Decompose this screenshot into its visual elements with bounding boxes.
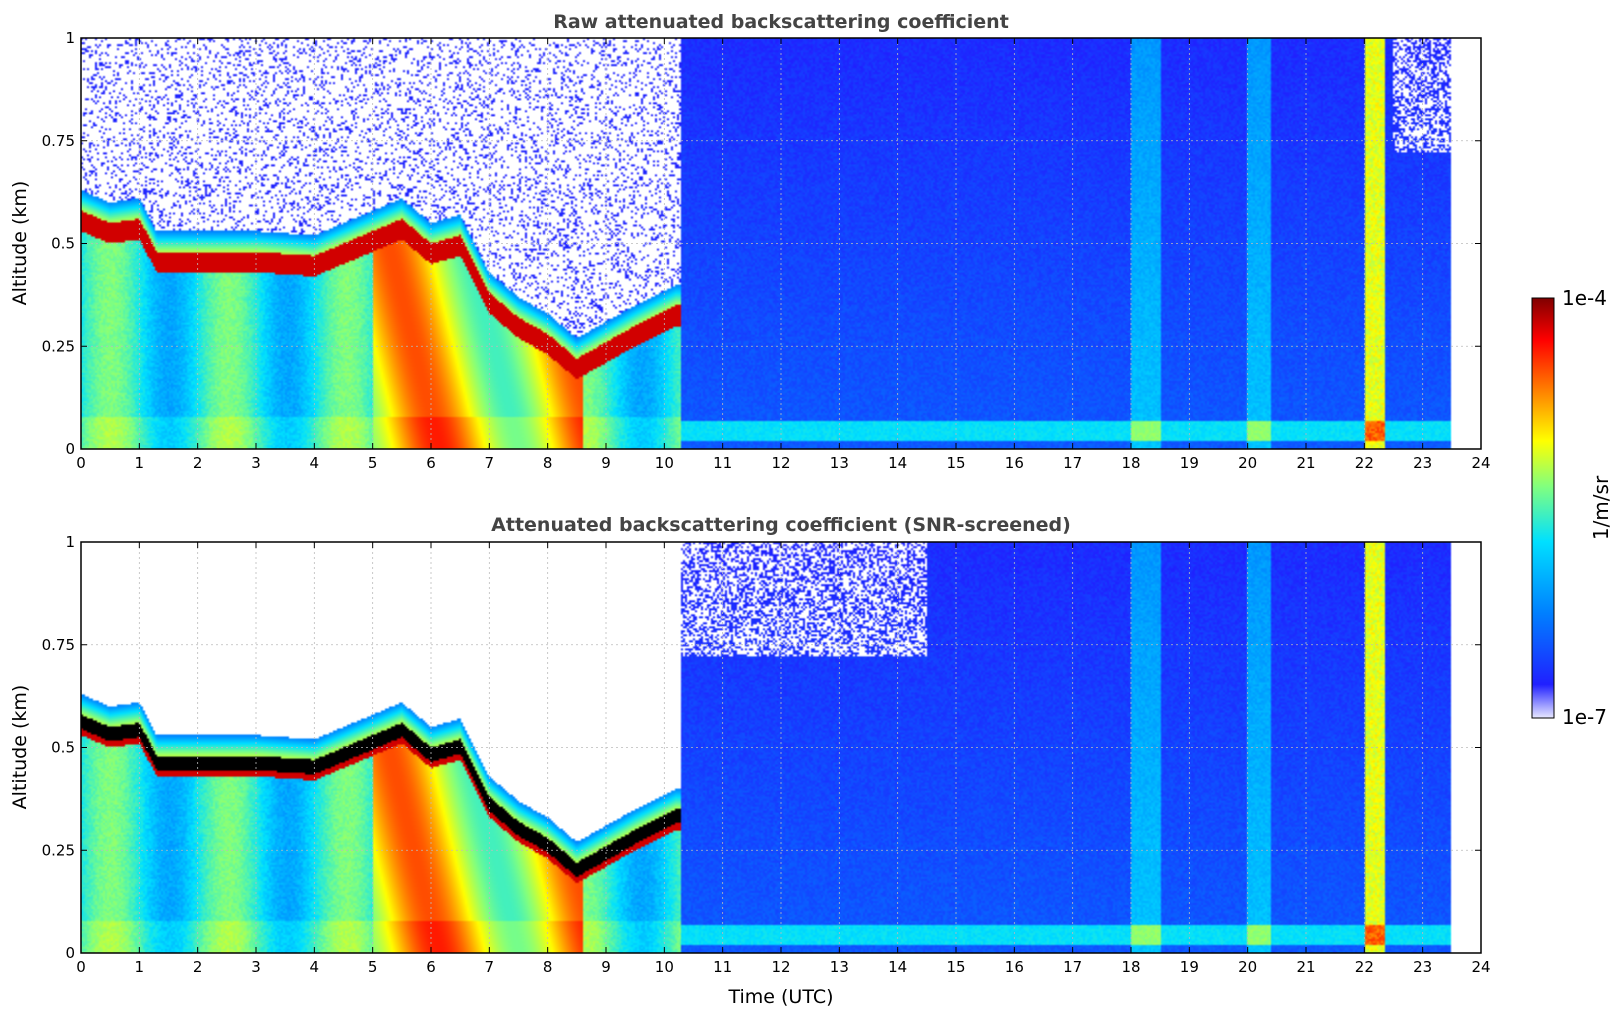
x-tick-label: 23: [1413, 454, 1432, 472]
x-tick-label: 1: [135, 454, 145, 472]
x-tick-label: 10: [655, 454, 674, 472]
x-tick-label: 4: [310, 958, 320, 976]
x-tick-label: 21: [1296, 958, 1315, 976]
x-tick-label: 24: [1471, 958, 1490, 976]
x-tick-label: 0: [76, 958, 86, 976]
x-tick-label: 11: [713, 454, 732, 472]
y-axis-label: Altitude (km): [9, 181, 31, 306]
y-tick-label: 0.5: [51, 739, 75, 757]
x-tick-label: 6: [426, 454, 436, 472]
colorbar-gradient: [1531, 297, 1555, 719]
x-tick-label: 9: [601, 454, 611, 472]
y-tick-label: 0.25: [42, 337, 75, 355]
x-tick-label: 18: [1121, 958, 1140, 976]
x-axis-label: Time (UTC): [727, 986, 833, 1008]
x-tick-label: 8: [543, 958, 553, 976]
raw-backscatter-panel: Raw attenuated backscattering coefficien…: [9, 11, 1491, 472]
x-tick-label: 16: [1005, 958, 1024, 976]
x-tick-label: 17: [1063, 454, 1082, 472]
x-tick-label: 5: [368, 958, 378, 976]
x-tick-label: 7: [485, 958, 495, 976]
x-tick-label: 20: [1238, 958, 1257, 976]
x-tick-label: 0: [76, 454, 86, 472]
grid-lines: [81, 38, 1481, 449]
y-ticks: 0 0.25 0.5 0.75 1: [42, 533, 1481, 962]
colorbar-min-label: 1e-7: [1562, 705, 1607, 729]
x-tick-label: 22: [1355, 454, 1374, 472]
x-tick-label: 13: [830, 958, 849, 976]
x-tick-label: 22: [1355, 958, 1374, 976]
x-tick-label: 5: [368, 454, 378, 472]
x-tick-label: 21: [1296, 454, 1315, 472]
y-tick-label: 1: [65, 29, 75, 47]
y-tick-label: 0.75: [42, 132, 75, 150]
x-tick-label: 15: [946, 454, 965, 472]
x-tick-label: 10: [655, 958, 674, 976]
x-tick-label: 8: [543, 454, 553, 472]
chart-title: Attenuated backscattering coefficient (S…: [491, 514, 1071, 536]
x-tick-label: 19: [1180, 958, 1199, 976]
screened-backscatter-panel: Attenuated backscattering coefficient (S…: [9, 514, 1491, 1008]
x-tick-label: 20: [1238, 454, 1257, 472]
x-tick-label: 4: [310, 454, 320, 472]
x-tick-label: 18: [1121, 454, 1140, 472]
x-ticks: 0 1 2 3 4 5 6 7 8 9 10 11 12 13 14 15 16 17 18 19 20 21 22 23 24: [76, 542, 1491, 976]
x-tick-label: 24: [1471, 454, 1490, 472]
x-tick-label: 14: [888, 454, 907, 472]
y-tick-label: 0.5: [51, 235, 75, 253]
y-tick-label: 0: [65, 944, 75, 962]
x-ticks: 0 1 2 3 4 5 6 7 8 9 10 11 12 13 14 15 16 17 18 19 20 21 22 23 24: [76, 38, 1491, 472]
x-tick-label: 12: [771, 958, 790, 976]
colorbar: 1e-4 1e-7 1/m/sr: [1531, 286, 1613, 729]
y-tick-label: 0: [65, 440, 75, 458]
x-tick-label: 17: [1063, 958, 1082, 976]
x-tick-label: 2: [193, 958, 203, 976]
x-tick-label: 7: [485, 454, 495, 472]
x-tick-label: 13: [830, 454, 849, 472]
y-tick-label: 0.25: [42, 841, 75, 859]
chart-title: Raw attenuated backscattering coefficien…: [553, 11, 1009, 33]
y-tick-label: 0.75: [42, 636, 75, 654]
x-tick-label: 15: [946, 958, 965, 976]
x-tick-label: 3: [251, 454, 261, 472]
x-tick-label: 6: [426, 958, 436, 976]
x-tick-label: 3: [251, 958, 261, 976]
x-tick-label: 1: [135, 958, 145, 976]
grid-lines: [81, 542, 1481, 953]
colorbar-max-label: 1e-4: [1562, 286, 1607, 310]
x-tick-label: 12: [771, 454, 790, 472]
x-tick-label: 16: [1005, 454, 1024, 472]
x-tick-label: 9: [601, 958, 611, 976]
colorbar-unit-label: 1/m/sr: [1589, 475, 1613, 540]
x-tick-label: 19: [1180, 454, 1199, 472]
y-tick-label: 1: [65, 533, 75, 551]
x-tick-label: 2: [193, 454, 203, 472]
x-tick-label: 11: [713, 958, 732, 976]
x-tick-label: 14: [888, 958, 907, 976]
x-tick-label: 23: [1413, 958, 1432, 976]
y-ticks: 0 0.25 0.5 0.75 1: [42, 29, 1481, 458]
y-axis-label: Altitude (km): [9, 685, 31, 810]
